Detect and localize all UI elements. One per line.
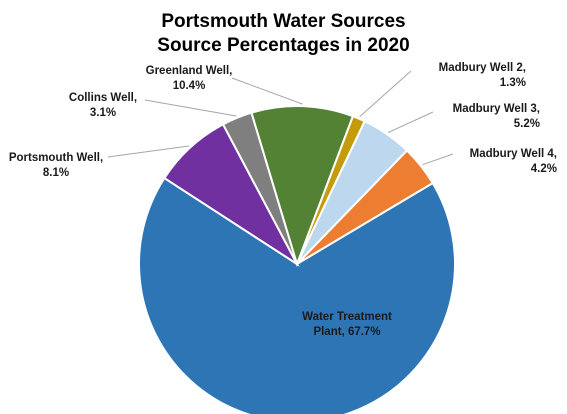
leader-line	[231, 77, 303, 105]
leader-line	[422, 153, 454, 166]
data-label-collins-well: Collins Well, 3.1%	[69, 92, 137, 119]
leader-line	[144, 99, 237, 117]
pie-slice-greenland-well	[250, 105, 355, 268]
leader-line	[387, 111, 434, 133]
leader-line	[359, 70, 412, 118]
chart-title-line-2: Source Percentages in 2020	[157, 35, 410, 56]
data-label-greenland-well: Greenland Well, 10.4%	[146, 65, 233, 92]
pie-slice-water-treatment-plant	[138, 176, 456, 414]
data-label-madbury-well-3: Madbury Well 3, 5.2%	[453, 103, 540, 130]
data-label-portsmouth-well: Portsmouth Well, 8.1%	[9, 152, 103, 179]
data-label-water-treatment-plant: Water Treatment Plant, 67.7%	[302, 311, 392, 338]
chart-title-line-1: Portsmouth Water Sources	[161, 11, 406, 32]
data-label-madbury-well-4: Madbury Well 4, 4.2%	[470, 148, 557, 175]
data-label-madbury-well-2: Madbury Well 2, 1.3%	[439, 62, 526, 89]
leader-line	[107, 145, 189, 158]
